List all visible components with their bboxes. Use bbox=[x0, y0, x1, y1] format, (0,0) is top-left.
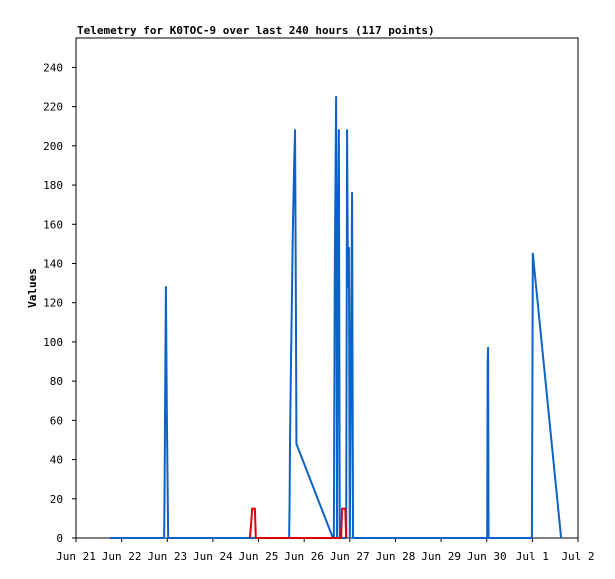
x-tick-label: Jun 22 bbox=[102, 550, 142, 563]
x-tick-label: Jun 25 bbox=[239, 550, 279, 563]
y-axis-label: Values bbox=[26, 268, 39, 308]
x-tick-label: Jun 23 bbox=[147, 550, 187, 563]
series-line bbox=[248, 507, 348, 539]
y-tick-label: 200 bbox=[43, 140, 63, 153]
y-tick-label: 140 bbox=[43, 257, 63, 270]
x-tick-label: Jun 26 bbox=[284, 550, 324, 563]
y-tick-label: 40 bbox=[50, 454, 63, 467]
y-tick-label: 60 bbox=[50, 414, 63, 427]
x-tick-label: Jul 1 bbox=[516, 550, 549, 563]
y-tick-label: 20 bbox=[50, 493, 63, 506]
y-tick-label: 100 bbox=[43, 336, 63, 349]
y-tick-label: 220 bbox=[43, 101, 63, 114]
x-tick-label: Jun 27 bbox=[330, 550, 370, 563]
y-tick-label: 0 bbox=[56, 532, 63, 545]
x-tick-label: Jul 2 bbox=[561, 550, 594, 563]
x-tick-label: Jun 21 bbox=[56, 550, 96, 563]
y-tick-label: 120 bbox=[43, 297, 63, 310]
x-tick-label: Jun 30 bbox=[467, 550, 507, 563]
y-tick-label: 180 bbox=[43, 179, 63, 192]
x-tick-label: Jun 24 bbox=[193, 550, 233, 563]
x-tick-label: Jun 28 bbox=[376, 550, 416, 563]
y-tick-label: 160 bbox=[43, 218, 63, 231]
series-line bbox=[109, 95, 563, 539]
y-tick-label: 240 bbox=[43, 61, 63, 74]
x-tick-label: Jun 29 bbox=[421, 550, 461, 563]
chart-title: Telemetry for K0TOC-9 over last 240 hour… bbox=[77, 24, 435, 37]
y-tick-label: 80 bbox=[50, 375, 63, 388]
